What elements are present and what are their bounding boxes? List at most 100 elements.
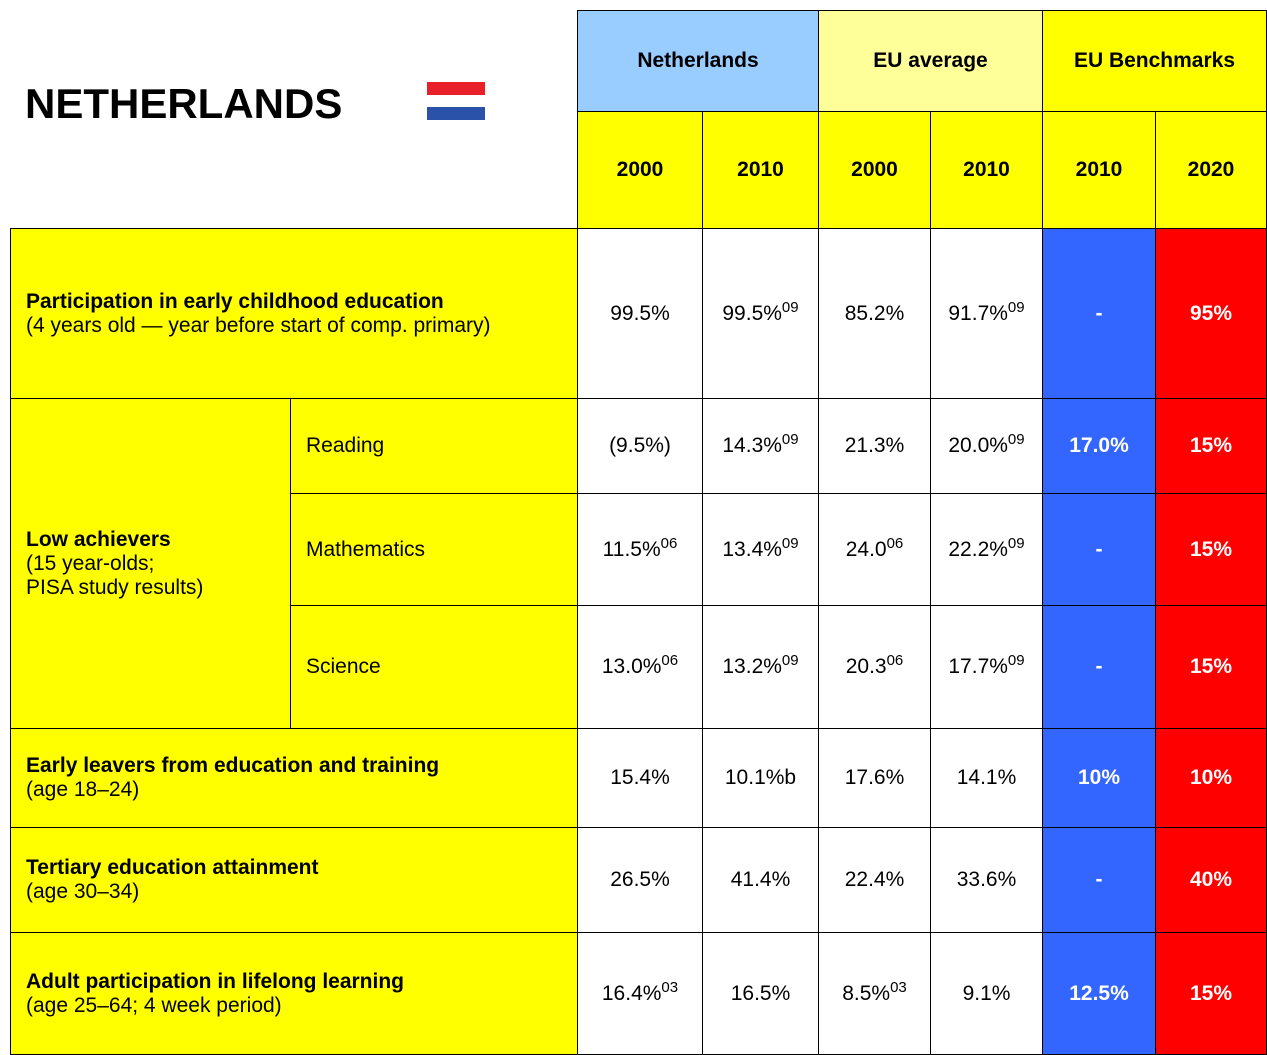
data-cell: 41.4% bbox=[702, 827, 819, 933]
cell-value: 10% bbox=[1190, 766, 1232, 790]
data-cell: 14.3%09 bbox=[702, 398, 819, 494]
cell-text: 13.4% bbox=[722, 537, 782, 561]
cell-text: 15% bbox=[1189, 434, 1233, 457]
cell-text: 22.4% bbox=[844, 868, 905, 891]
row-label: Participation in early childhood educati… bbox=[10, 228, 578, 399]
sub-title: Reading bbox=[306, 434, 385, 457]
cell-value: 99.5%09 bbox=[722, 300, 798, 326]
row-title: Early leavers from education and trainin… bbox=[26, 754, 440, 777]
cell-value: 8.5%03 bbox=[842, 978, 907, 1006]
cell-value: 33.6% bbox=[957, 868, 1017, 892]
cell-superscript: 09 bbox=[1007, 652, 1025, 669]
sub-label: Mathematics bbox=[290, 493, 578, 606]
year-label: 2010 bbox=[1075, 158, 1123, 181]
cell-value: 17.0% bbox=[1069, 434, 1129, 458]
cell-value: 91.7%09 bbox=[948, 300, 1024, 326]
title: NETHERLANDS bbox=[25, 80, 343, 127]
group-header: EU Benchmarks bbox=[1042, 10, 1267, 112]
data-cell: - bbox=[1042, 827, 1156, 933]
data-cell: 15% bbox=[1155, 398, 1267, 494]
cell-text: 22.2% bbox=[948, 537, 1008, 561]
year-header: 2010 bbox=[1042, 111, 1156, 229]
cell-text: 15% bbox=[1189, 537, 1233, 561]
row-note: PISA study results) bbox=[26, 575, 204, 599]
cell-value: 15% bbox=[1190, 982, 1232, 1006]
cell-text: 20.0% bbox=[948, 434, 1008, 457]
data-cell: 95% bbox=[1155, 228, 1267, 399]
row-note: (age 18–24) bbox=[26, 778, 140, 801]
data-cell: 22.4% bbox=[818, 827, 931, 933]
row-note: (15 year-olds; bbox=[26, 551, 155, 575]
cell-text: 17.6% bbox=[844, 766, 905, 789]
cell-value: 22.2%09 bbox=[948, 534, 1025, 562]
cell-text: 13.2% bbox=[722, 655, 782, 678]
cell-text: 41.4% bbox=[730, 868, 791, 891]
year-header: 2010 bbox=[702, 111, 819, 229]
year-label: 2010 bbox=[737, 158, 784, 181]
year-label: 2000 bbox=[851, 158, 898, 181]
cell-text: 15.4% bbox=[610, 766, 670, 789]
cell-text: 91.7% bbox=[948, 301, 1008, 325]
cell-value: 13.0%06 bbox=[601, 652, 679, 679]
cell-superscript: 09 bbox=[1007, 534, 1025, 552]
sub-title: Mathematics bbox=[306, 537, 426, 561]
cell-text: 8.5% bbox=[842, 981, 891, 1005]
row-label: Tertiary education attainment (age 30–34) bbox=[10, 827, 578, 933]
data-cell: 99.5% bbox=[577, 228, 703, 399]
data-cell: 10% bbox=[1042, 728, 1156, 828]
group-label: EU average bbox=[873, 49, 988, 72]
cell-value: 17.6% bbox=[845, 766, 905, 790]
data-cell: 20.0%09 bbox=[930, 398, 1043, 494]
cell-superscript: 06 bbox=[661, 652, 679, 669]
cell-text: - bbox=[1095, 301, 1103, 325]
cell-text: 17.7% bbox=[948, 655, 1008, 678]
cell-value: 85.2% bbox=[845, 302, 905, 326]
row-title: Participation in early childhood educati… bbox=[26, 289, 444, 313]
cell-text: 99.5% bbox=[610, 301, 670, 325]
row-note: (4 years old — year before start of comp… bbox=[26, 313, 491, 337]
data-cell: 8.5%03 bbox=[818, 932, 931, 1055]
data-cell: 16.4%03 bbox=[577, 932, 703, 1055]
cell-value: 14.3%09 bbox=[722, 431, 799, 458]
data-cell: 17.0% bbox=[1042, 398, 1156, 494]
cell-superscript: 03 bbox=[890, 978, 907, 996]
cell-value: 15.4% bbox=[610, 766, 670, 790]
cell-value: - bbox=[1096, 655, 1103, 679]
cell-text: 99.5% bbox=[722, 301, 782, 325]
row-note: (age 25–64; 4 week period) bbox=[26, 993, 282, 1017]
cell-superscript: 06 bbox=[886, 652, 904, 669]
cell-value: 21.3% bbox=[845, 434, 905, 458]
cell-value: 15% bbox=[1190, 434, 1232, 458]
flag bbox=[427, 82, 485, 120]
data-cell: 99.5%09 bbox=[702, 228, 819, 399]
cell-value: 41.4% bbox=[731, 868, 791, 892]
cell-value: 40% bbox=[1190, 868, 1232, 892]
data-cell: 10.1%b bbox=[702, 728, 819, 828]
row-label: Early leavers from education and trainin… bbox=[10, 728, 578, 828]
year-label: 2010 bbox=[963, 158, 1010, 181]
cell-value: 24.006 bbox=[845, 536, 904, 562]
cell-text: (9.5%) bbox=[609, 434, 671, 457]
sub-label: Science bbox=[290, 605, 578, 729]
cell-text: 95% bbox=[1189, 301, 1233, 325]
cell-text: 14.3% bbox=[722, 434, 782, 457]
cell-superscript: 09 bbox=[781, 652, 799, 669]
cell-value: 11.5%06 bbox=[602, 536, 678, 562]
cell-text: 24.0 bbox=[845, 537, 887, 561]
cell-text: 16.5% bbox=[730, 981, 791, 1005]
data-cell: 15% bbox=[1155, 932, 1267, 1055]
cell-text: 12.5% bbox=[1069, 981, 1129, 1005]
cell-superscript: 09 bbox=[781, 431, 799, 448]
cell-value: 15% bbox=[1190, 538, 1232, 562]
data-cell: 26.5% bbox=[577, 827, 703, 933]
cell-text: 40% bbox=[1189, 868, 1233, 891]
cell-value: 26.5% bbox=[610, 868, 670, 892]
cell-value: 95% bbox=[1190, 302, 1232, 326]
year-header: 2020 bbox=[1155, 111, 1267, 229]
cell-text: 13.0% bbox=[601, 655, 662, 678]
data-cell: 24.006 bbox=[818, 493, 931, 606]
cell-value: 12.5% bbox=[1069, 982, 1129, 1006]
cell-text: 11.5% bbox=[602, 537, 661, 561]
cell-text: 21.3% bbox=[844, 434, 905, 457]
